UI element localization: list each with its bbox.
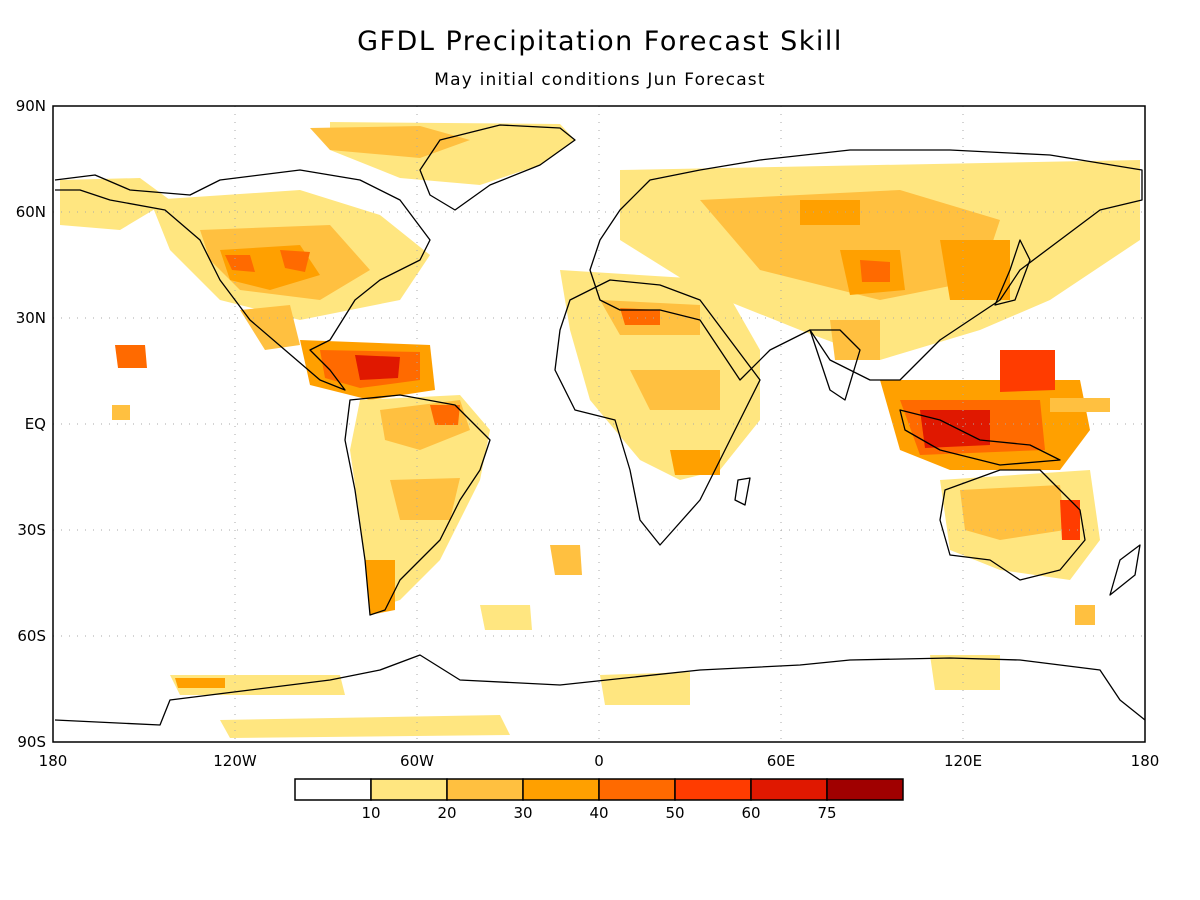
legend-swatch xyxy=(522,778,600,801)
lon-label: 180 xyxy=(39,752,68,770)
legend-swatch xyxy=(598,778,676,801)
lat-axis: 90N 60N 30N EQ 30S 60S 90S xyxy=(16,97,46,751)
coast-north-america xyxy=(54,169,431,391)
legend-swatch xyxy=(674,778,752,801)
coast-new-zealand xyxy=(1109,544,1141,596)
lon-label: 120E xyxy=(944,752,982,770)
legend-label: 20 xyxy=(437,804,456,822)
lat-label: 90S xyxy=(17,733,46,751)
lon-axis: 180 120W 60W 0 60E 120E 180 xyxy=(39,752,1160,770)
lon-label: 60E xyxy=(767,752,796,770)
legend-swatch xyxy=(750,778,828,801)
lat-label: 60S xyxy=(17,627,46,645)
map-subtitle: May initial conditions Jun Forecast xyxy=(434,70,766,90)
legend-swatch xyxy=(370,778,448,801)
lat-label: 60N xyxy=(16,203,46,221)
legend-swatch xyxy=(826,778,904,801)
lon-label: 60W xyxy=(400,752,434,770)
lat-label: 90N xyxy=(16,97,46,115)
lon-label: 120W xyxy=(213,752,257,770)
map-title: GFDL Precipitation Forecast Skill xyxy=(357,26,843,57)
legend-label: 10 xyxy=(361,804,380,822)
legend-labels: 10 20 30 40 50 60 75 xyxy=(361,804,836,822)
legend-label: 75 xyxy=(817,804,836,822)
legend-label: 40 xyxy=(589,804,608,822)
legend-swatch xyxy=(446,778,524,801)
coast-indonesia xyxy=(899,409,1061,466)
lon-label: 180 xyxy=(1131,752,1160,770)
legend-label: 30 xyxy=(513,804,532,822)
coastlines xyxy=(54,124,1145,726)
lat-label: EQ xyxy=(25,415,46,433)
coast-south-america xyxy=(344,394,491,616)
coast-africa xyxy=(554,279,761,546)
legend-label: 50 xyxy=(665,804,684,822)
coast-antarctica xyxy=(54,654,1145,726)
coast-india xyxy=(809,329,861,401)
coast-greenland xyxy=(419,124,576,211)
coast-madagascar xyxy=(734,477,751,506)
skill-shading xyxy=(60,122,1140,738)
lat-label: 30N xyxy=(16,309,46,327)
coast-japan xyxy=(994,239,1031,306)
coast-australia xyxy=(939,469,1086,581)
lon-label: 0 xyxy=(594,752,604,770)
coast-eurasia xyxy=(589,149,1143,381)
legend-swatch xyxy=(294,778,372,801)
map-frame xyxy=(52,105,1146,743)
color-legend xyxy=(294,778,904,801)
legend-label: 60 xyxy=(741,804,760,822)
lat-label: 30S xyxy=(17,521,46,539)
